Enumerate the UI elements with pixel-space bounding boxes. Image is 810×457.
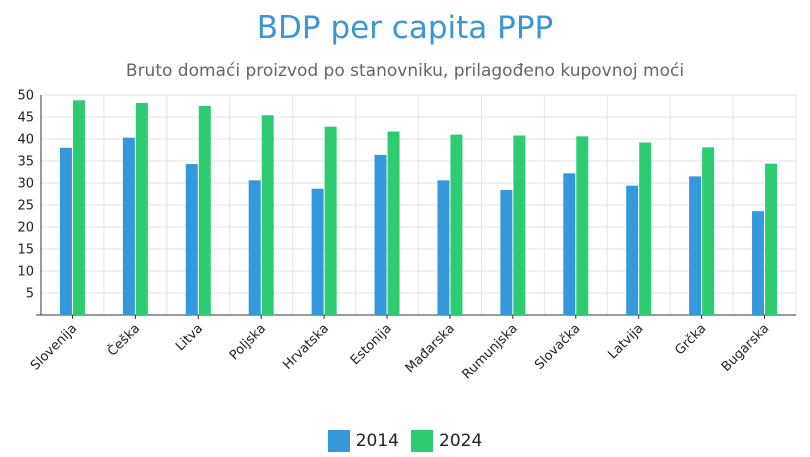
bar-2024-1 — [72, 100, 85, 315]
legend: 2014 2024 — [0, 430, 810, 452]
bar-2014-3 — [185, 164, 198, 315]
x-category-label: Bugarska — [719, 321, 773, 375]
x-category-label: Mađarska — [403, 321, 458, 376]
bar-2014-10 — [626, 185, 639, 315]
bar-2024-4 — [261, 115, 274, 316]
legend-swatch-2014 — [327, 430, 350, 452]
bar-2014-6 — [374, 154, 387, 315]
bar-2014-5 — [311, 188, 324, 315]
y-tick-label: 5 — [26, 287, 34, 302]
bar-2014-2 — [122, 137, 135, 315]
legend-label-2014: 2014 — [355, 431, 399, 451]
legend-item-2014[interactable]: 2014 — [327, 430, 399, 452]
legend-swatch-2024 — [411, 430, 433, 452]
x-category-label: Slovačka — [532, 321, 584, 373]
x-category-label: Slovenija — [28, 321, 80, 373]
y-tick-label: 15 — [17, 243, 34, 258]
bar-2014-1 — [59, 147, 72, 315]
bar-2024-3 — [198, 106, 211, 315]
y-tick-label: 35 — [17, 155, 34, 170]
x-category-label: Rumunjska — [460, 321, 521, 382]
bar-2024-9 — [576, 136, 589, 315]
chart-subtitle: Bruto domaći proizvod po stanovniku, pri… — [125, 61, 685, 81]
x-category-label: Latvija — [605, 321, 646, 362]
bar-2024-10 — [639, 142, 652, 315]
y-tick-label: 50 — [17, 89, 34, 104]
bar-2024-5 — [324, 126, 337, 316]
y-tick-label: 10 — [17, 265, 34, 280]
bar-2014-8 — [500, 190, 513, 315]
x-category-label: Estonija — [348, 321, 395, 368]
bar-2014-11 — [689, 176, 702, 315]
chart-title: BDP per capita PPP — [256, 10, 554, 46]
bar-2024-11 — [702, 147, 715, 315]
bar-2024-8 — [513, 135, 526, 315]
y-tick-label: 25 — [17, 199, 34, 214]
x-category-label: Poljska — [227, 321, 269, 363]
bar-2024-6 — [387, 131, 400, 315]
y-tick-label: 20 — [17, 221, 34, 236]
legend-label-2024: 2024 — [439, 431, 483, 451]
y-tick-label: 30 — [17, 177, 34, 192]
bar-2014-9 — [563, 173, 576, 315]
bar-2014-12 — [752, 211, 765, 315]
bar-2024-2 — [135, 102, 148, 315]
bar-2014-7 — [437, 180, 450, 315]
x-category-label: Litva — [173, 321, 206, 354]
bar-2024-7 — [450, 134, 463, 315]
y-tick-label: 45 — [17, 111, 34, 126]
bar-2024-12 — [765, 163, 778, 315]
legend-item-2024[interactable]: 2024 — [411, 430, 482, 452]
y-tick-label: 40 — [17, 133, 34, 148]
bar-2014-4 — [248, 180, 261, 315]
x-category-label: Češka — [104, 321, 143, 360]
x-category-label: Hrvatska — [280, 321, 332, 373]
plot-area: 5 10 15 20 25 30 35 40 45 50 Slovenija Češka Litva Po… — [17, 89, 797, 382]
x-category-label: Grčka — [672, 321, 709, 358]
